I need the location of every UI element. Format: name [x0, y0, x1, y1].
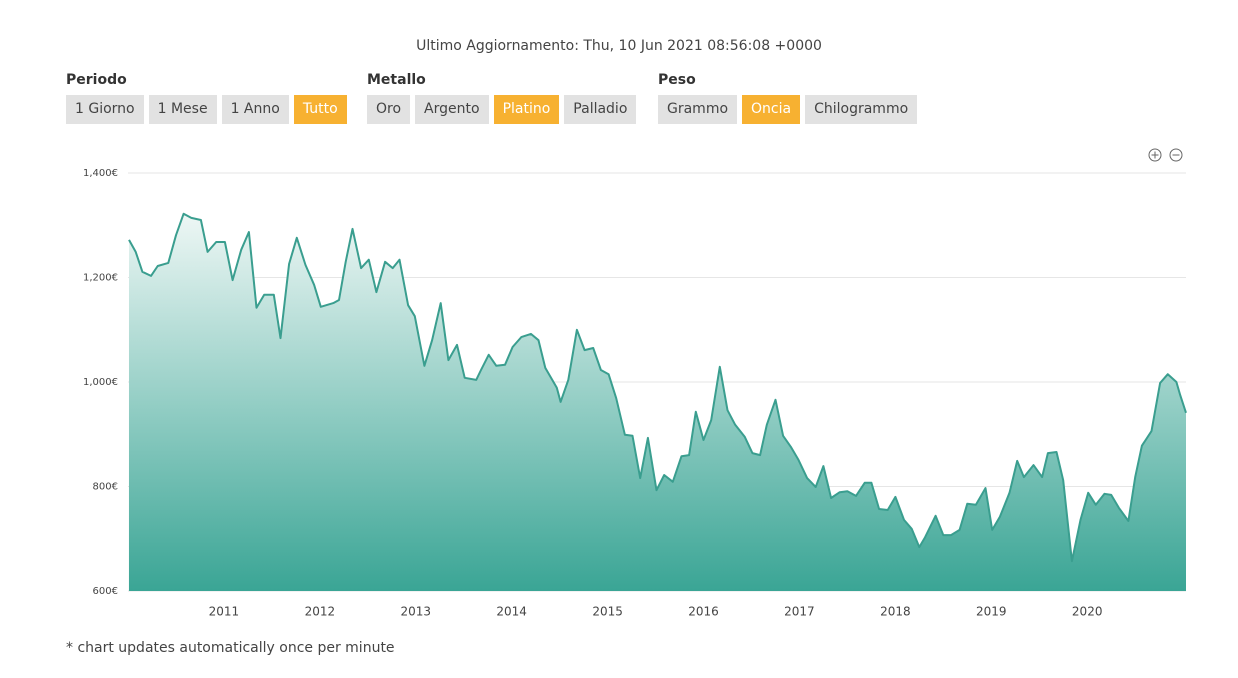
x-tick-label: 2013 — [400, 605, 431, 619]
x-tick-label: 2020 — [1072, 605, 1103, 619]
option-button[interactable]: Chilogrammo — [805, 95, 918, 124]
footer-note: * chart updates automatically once per m… — [66, 640, 395, 656]
x-tick-label: 2012 — [305, 605, 336, 619]
option-button[interactable]: Argento — [415, 95, 489, 124]
option-button[interactable]: 1 Mese — [148, 95, 217, 124]
x-tick-label: 2014 — [496, 605, 527, 619]
y-tick-label: 1,200€ — [83, 273, 118, 284]
last-updated: Ultimo Aggiornamento: Thu, 10 Jun 2021 0… — [416, 38, 822, 54]
button-group: Peso Grammo Oncia Chilogrammo — [658, 72, 918, 124]
y-tick-label: 800€ — [93, 482, 118, 493]
line — [128, 212, 1187, 563]
option-button[interactable]: 1 Giorno — [66, 95, 144, 124]
x-tick-label: 2015 — [592, 605, 623, 619]
zoom-in[interactable] — [1148, 148, 1162, 162]
x-tick-label: 2019 — [976, 605, 1007, 619]
option-button[interactable]: Oro — [367, 95, 411, 124]
x-tick-label: 2018 — [880, 605, 911, 619]
x-tick-label: 2016 — [688, 605, 719, 619]
y-tick-label: 600€ — [93, 586, 118, 597]
option-button[interactable]: Platino — [493, 95, 560, 124]
area — [128, 213, 1186, 592]
option-button[interactable]: 1 Anno — [221, 95, 289, 124]
button-row: Oro Argento Platino Palladio — [367, 95, 637, 124]
group-label: Metallo — [367, 72, 426, 88]
y-tick-label: 1,400€ — [83, 168, 118, 179]
button-row: Grammo Oncia Chilogrammo — [658, 95, 918, 124]
option-button[interactable]: Oncia — [742, 95, 801, 124]
group-label: Periodo — [66, 72, 127, 88]
option-button[interactable]: Grammo — [658, 95, 738, 124]
x-tick-label: 2017 — [784, 605, 815, 619]
button-group: Periodo 1 Giorno 1 Mese 1 Anno Tutto — [66, 72, 347, 124]
group-label: Peso — [658, 72, 696, 88]
x-tick-label: 2011 — [209, 605, 240, 619]
y-tick-label: 1,000€ — [83, 377, 118, 388]
zoom-out[interactable] — [1169, 148, 1183, 162]
button-group: Metallo Oro Argento Platino Palladio — [367, 72, 637, 124]
button-row: 1 Giorno 1 Mese 1 Anno Tutto — [66, 95, 347, 124]
option-button[interactable]: Tutto — [293, 95, 347, 124]
option-button[interactable]: Palladio — [564, 95, 637, 124]
